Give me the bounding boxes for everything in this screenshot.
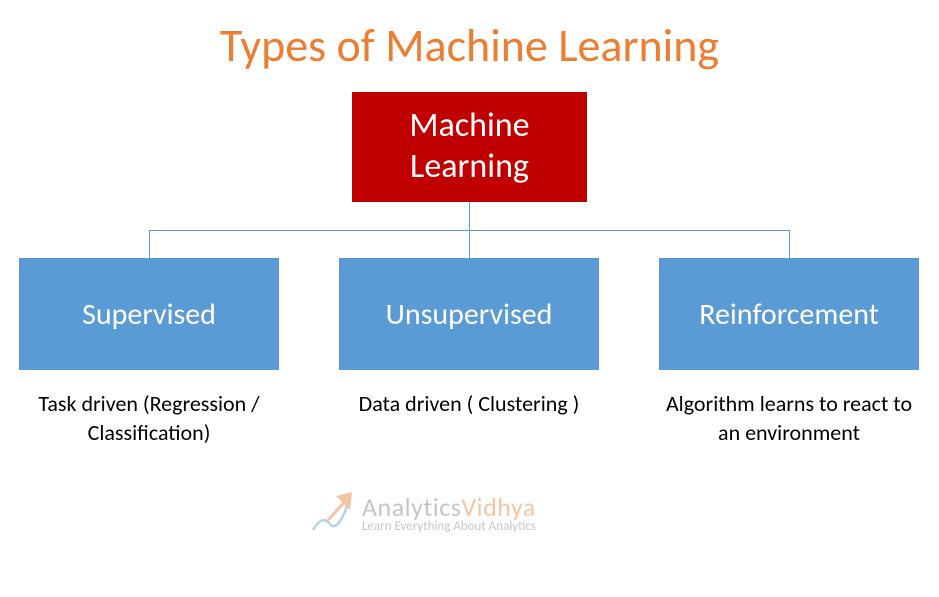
connector-line	[469, 202, 470, 230]
watermark-brand-a: Analytics	[362, 491, 461, 523]
watermark-brand-b: Vidhya	[461, 491, 535, 523]
child-node-supervised: Supervised	[19, 258, 279, 370]
child-description-unsupervised: Data driven ( Clustering )	[339, 390, 599, 419]
child-description-supervised: Task driven (Regression / Classification…	[19, 390, 279, 447]
watermark-brand: AnalyticsVidhya	[362, 494, 536, 520]
child-node-unsupervised: Unsupervised	[339, 258, 599, 370]
connector-line	[149, 230, 150, 258]
arrow-icon	[310, 490, 356, 536]
connector-line	[789, 230, 790, 258]
child-description-reinforcement: Algorithm learns to react to an environm…	[659, 390, 919, 447]
root-node-machine-learning: MachineLearning	[352, 92, 587, 202]
child-node-reinforcement: Reinforcement	[659, 258, 919, 370]
connector-line	[469, 230, 470, 258]
watermark: AnalyticsVidhya Learn Everything About A…	[310, 490, 630, 536]
diagram-title: Types of Machine Learning	[0, 0, 939, 74]
watermark-tagline: Learn Everything About Analytics	[362, 520, 536, 533]
